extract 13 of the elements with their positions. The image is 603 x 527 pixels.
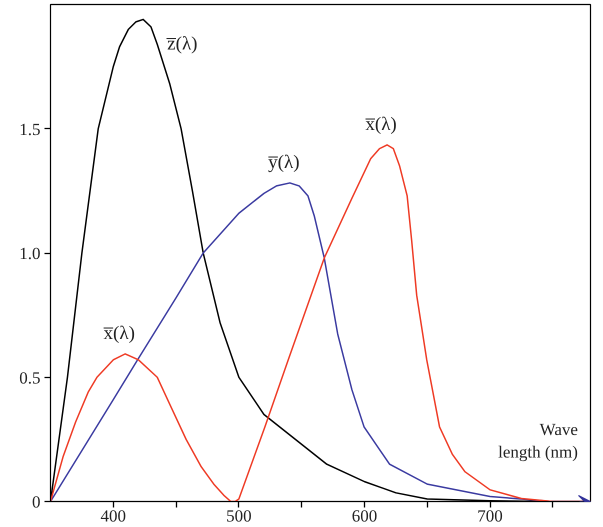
x-tick-label: 700 bbox=[477, 506, 503, 526]
series-label: z̅(λ) bbox=[166, 33, 198, 54]
x-tick-label: 600 bbox=[352, 506, 378, 526]
series-label: x̅(λ) bbox=[103, 322, 135, 344]
y-tick-label: 1.5 bbox=[19, 120, 40, 139]
x-tick-label: 400 bbox=[100, 506, 126, 526]
y-tick-label: 0.5 bbox=[19, 368, 40, 388]
series-label: y̅(λ) bbox=[268, 152, 300, 173]
x-axis-title: Wave length (nm) bbox=[498, 420, 578, 462]
x-tick-label: 500 bbox=[226, 506, 252, 526]
text: x̅(λ) bbox=[365, 114, 397, 135]
y-tick-label: 1.0 bbox=[19, 244, 40, 263]
y-tick-label: 0 bbox=[32, 492, 40, 512]
